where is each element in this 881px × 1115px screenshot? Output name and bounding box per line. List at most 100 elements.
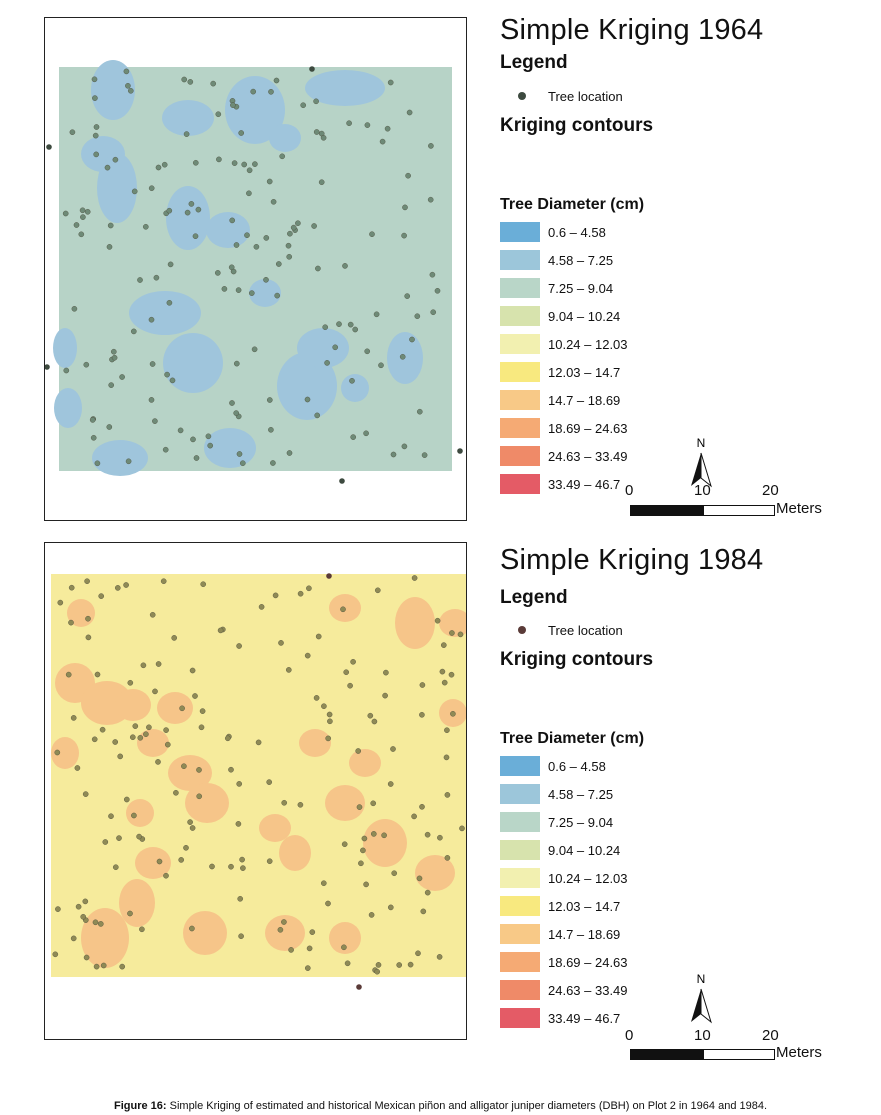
tree-point (437, 834, 443, 841)
tree-point (414, 313, 421, 320)
legend-heading: Legend (500, 587, 568, 608)
diameter-class-row: 24.63 – 33.49 (500, 446, 680, 468)
contour-blob (204, 428, 256, 468)
tree-point (229, 217, 235, 224)
tree-point (85, 615, 91, 622)
tree-point (258, 604, 265, 610)
tree-point (248, 290, 255, 296)
tree-point (192, 159, 199, 166)
map-canvas-1984 (51, 573, 466, 990)
tree-point (189, 925, 195, 932)
tree-point (224, 735, 231, 742)
tree-point (239, 856, 245, 863)
tree-point (416, 408, 423, 415)
tree-point (108, 813, 114, 820)
north-arrow-icon: N (691, 436, 712, 488)
tree-point (415, 950, 421, 957)
north-label: N (697, 436, 706, 450)
tree-point (93, 151, 100, 158)
contour-blob (166, 186, 210, 250)
tree-point (457, 448, 463, 454)
diameter-class-swatch (500, 390, 540, 410)
tree-point (198, 724, 205, 731)
diameter-class-swatch (500, 278, 540, 298)
tree-point (332, 344, 339, 351)
tree-point (356, 804, 363, 810)
tree-point (181, 76, 187, 83)
north-arrow-icon: N (691, 972, 712, 1024)
tree-point (341, 944, 347, 951)
tree-point (178, 857, 184, 863)
tree-point (314, 412, 321, 419)
contour-blob (341, 374, 369, 402)
tree-point (364, 122, 371, 128)
tree-point (344, 960, 351, 967)
tree-point (371, 718, 378, 725)
diameter-class-label: 18.69 – 24.63 (548, 421, 628, 436)
tree-point (238, 130, 244, 136)
contour-blob (269, 124, 301, 152)
tree-point (160, 578, 167, 585)
tree-point (387, 79, 394, 86)
tree-point (84, 578, 90, 585)
tree-point (68, 584, 75, 591)
tree-point (57, 599, 64, 606)
diameter-class-swatch (500, 868, 540, 888)
contour-blob (277, 352, 337, 420)
tree-point (54, 749, 61, 756)
map-canvas-1964 (45, 60, 463, 484)
scale-tick-20: 20 (762, 482, 779, 499)
contour-blob (299, 729, 331, 757)
tree-location-label: Tree location (548, 89, 623, 104)
scale-bar-white (703, 1049, 775, 1060)
tree-point (275, 261, 282, 267)
tree-point (193, 455, 200, 461)
tree-point (279, 153, 285, 160)
tree-point (71, 305, 78, 312)
diameter-class-label: 10.24 – 12.03 (548, 871, 628, 886)
tree-point (196, 767, 202, 773)
panel-1964: Simple Kriging 1964 Legend Tree location… (0, 0, 881, 530)
tree-point (402, 204, 408, 211)
contours-heading: Kriging contours (500, 649, 654, 670)
tree-point (195, 206, 202, 213)
tree-point (137, 734, 144, 741)
tree-point (450, 710, 456, 717)
tree-point (137, 277, 143, 283)
tree-point (235, 821, 242, 827)
tree-point (233, 242, 240, 248)
tree-point (406, 109, 413, 116)
diameter-class-row: 0.6 – 4.58 (500, 756, 680, 778)
tree-point (266, 397, 273, 403)
tree-point (325, 900, 331, 907)
tree-point (140, 662, 147, 669)
contour-blob (54, 388, 82, 428)
tree-point (381, 832, 387, 839)
contour-blob (92, 440, 148, 476)
tree-point (92, 95, 98, 101)
diameter-class-row: 12.03 – 14.7 (500, 362, 680, 384)
tree-point (119, 963, 125, 970)
tree-point (164, 371, 170, 378)
tree-point (152, 418, 158, 424)
tree-point (448, 671, 455, 678)
tree-point (384, 125, 391, 132)
contour-blob (183, 911, 227, 955)
contour-blob (395, 597, 435, 649)
tree-point (268, 89, 274, 95)
tree-point (80, 214, 86, 220)
tree-point (382, 692, 388, 699)
tree-point (404, 293, 411, 299)
tree-point (304, 396, 311, 403)
tree-point (94, 460, 101, 467)
tree-point (73, 222, 80, 228)
diameter-class-label: 0.6 – 4.58 (548, 759, 606, 774)
diameter-class-swatch (500, 474, 540, 494)
tree-point (79, 207, 86, 214)
tree-point (153, 274, 160, 281)
tree-point (409, 336, 415, 343)
tree-point (215, 111, 222, 117)
tree-point (309, 929, 316, 935)
tree-point (149, 361, 156, 367)
tree-point (93, 124, 100, 130)
